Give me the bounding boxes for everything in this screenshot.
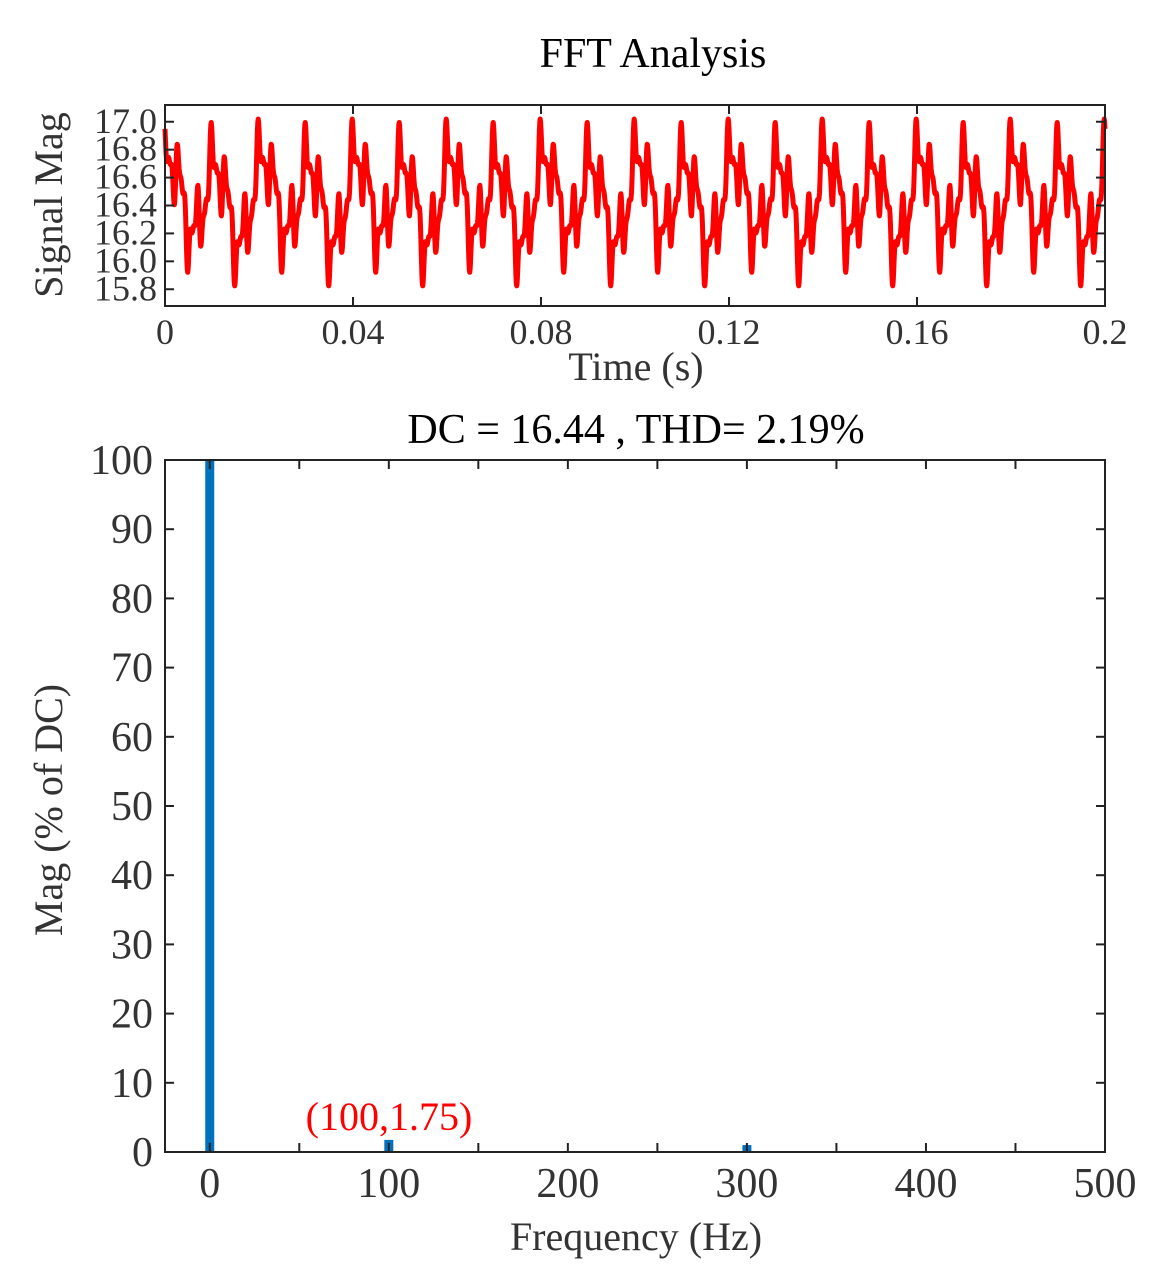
top-y-tick-label: 16.8 [94,129,157,169]
top-x-axis-label: Time (s) [568,344,703,389]
time-signal-plot: FFT Analysis 0 0.04 0.08 0.12 0.16 0.2 15.816… [26,31,1128,389]
bottom-x-tick-label: 400 [894,1161,957,1207]
signal-series [162,116,1108,289]
harmonic-annotation: (100,1.75) [306,1094,473,1139]
top-x-tick-label: 0.12 [698,312,761,352]
top-y-tick-label: 17.0 [94,101,157,141]
bottom-x-tick-label: 100 [357,1161,420,1207]
top-y-ticks: 15.816.016.216.416.616.817.0 [94,101,1105,308]
bottom-y-tick-label: 40 [111,853,153,899]
bottom-y-tick-label: 10 [111,1061,153,1107]
spectrum-bars [205,460,752,1152]
bottom-y-tick-label: 0 [132,1130,153,1176]
bottom-x-tick-label: 500 [1074,1161,1137,1207]
top-x-tick-label: 0.04 [322,312,385,352]
top-y-tick-label: 16.0 [94,240,157,280]
bottom-y-tick-label: 90 [111,507,153,553]
fft-spectrum-plot: DC = 16.44 , THD= 2.19% 0 100 200 300 400 500… [26,407,1137,1259]
bottom-x-tick-label: 0 [199,1161,220,1207]
bottom-plot-frame [164,459,1106,1153]
bottom-y-tick-label: 70 [111,646,153,692]
bottom-x-tick-label: 300 [715,1161,778,1207]
bottom-y-tick-label: 80 [111,576,153,622]
top-y-tick-label: 16.6 [94,157,157,197]
top-x-tick-label: 0.08 [510,312,573,352]
top-x-ticks: 0 0.04 0.08 0.12 0.16 0.2 [156,105,1128,352]
top-x-tick-label: 0.16 [886,312,949,352]
top-y-axis-label: Signal Mag [26,112,71,298]
top-y-tick-label: 16.2 [94,212,157,252]
signal-line [162,116,1108,289]
spectrum-bar [205,460,215,1152]
bottom-x-axis-label: Frequency (Hz) [510,1214,762,1259]
bottom-y-tick-label: 50 [111,784,153,830]
top-y-tick-label: 15.8 [94,268,157,308]
bottom-y-axis-label: Mag (% of DC) [26,684,71,936]
top-x-tick-label: 0.2 [1083,312,1128,352]
top-x-tick-label: 0 [156,312,174,352]
bottom-y-ticks: 0 10 20 30 40 50 60 70 80 90 100 [90,438,1105,1176]
bottom-y-tick-label: 60 [111,715,153,761]
bottom-x-tick-label: 200 [536,1161,599,1207]
top-chart-title: FFT Analysis [540,31,767,77]
bottom-y-tick-label: 20 [111,992,153,1038]
top-y-tick-label: 16.4 [94,185,157,225]
bottom-chart-title: DC = 16.44 , THD= 2.19% [407,407,864,453]
bottom-y-tick-label: 100 [90,438,153,484]
bottom-x-ticks: 0 100 200 300 400 500 [199,460,1137,1207]
bottom-y-tick-label: 30 [111,922,153,968]
